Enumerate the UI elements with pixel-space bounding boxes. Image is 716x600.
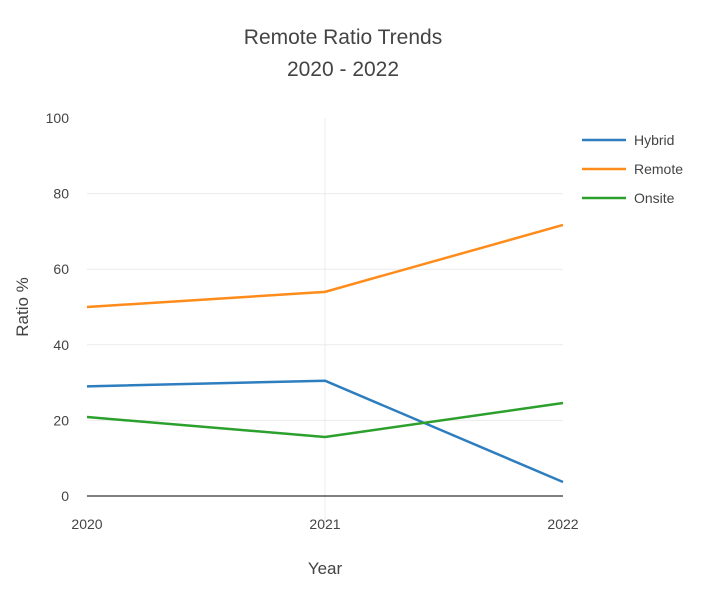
legend-item-hybrid[interactable]: Hybrid	[582, 132, 674, 148]
y-tick-label: 20	[53, 412, 69, 428]
series-line-remote	[86, 223, 564, 309]
y-tick-label: 80	[53, 186, 69, 202]
legend-label: Remote	[634, 161, 683, 177]
series-line-hybrid	[86, 379, 564, 484]
y-tick-label: 100	[46, 110, 70, 126]
chart-subtitle: 2020 - 2022	[287, 58, 399, 81]
y-axis-title: Ratio %	[13, 277, 32, 337]
x-tick-label: 2021	[309, 516, 340, 532]
gridlines	[87, 118, 563, 524]
x-axis-ticks: 2020 2021 2022	[71, 516, 578, 532]
legend-item-remote[interactable]: Remote	[582, 161, 683, 177]
legend-item-onsite[interactable]: Onsite	[582, 190, 675, 206]
y-axis-ticks: 0 20 40 60 80 100	[46, 110, 70, 504]
series-lines	[86, 223, 564, 484]
x-tick-label: 2020	[71, 516, 102, 532]
legend-label: Onsite	[634, 190, 675, 206]
x-tick-label: 2022	[547, 516, 578, 532]
legend: Hybrid Remote Onsite	[582, 132, 683, 206]
series-line-onsite	[86, 401, 564, 439]
legend-label: Hybrid	[634, 132, 674, 148]
y-tick-label: 60	[53, 261, 69, 277]
y-tick-label: 40	[53, 337, 69, 353]
x-axis-title: Year	[308, 559, 343, 578]
chart-title: Remote Ratio Trends	[244, 26, 442, 49]
y-tick-label: 0	[61, 488, 69, 504]
